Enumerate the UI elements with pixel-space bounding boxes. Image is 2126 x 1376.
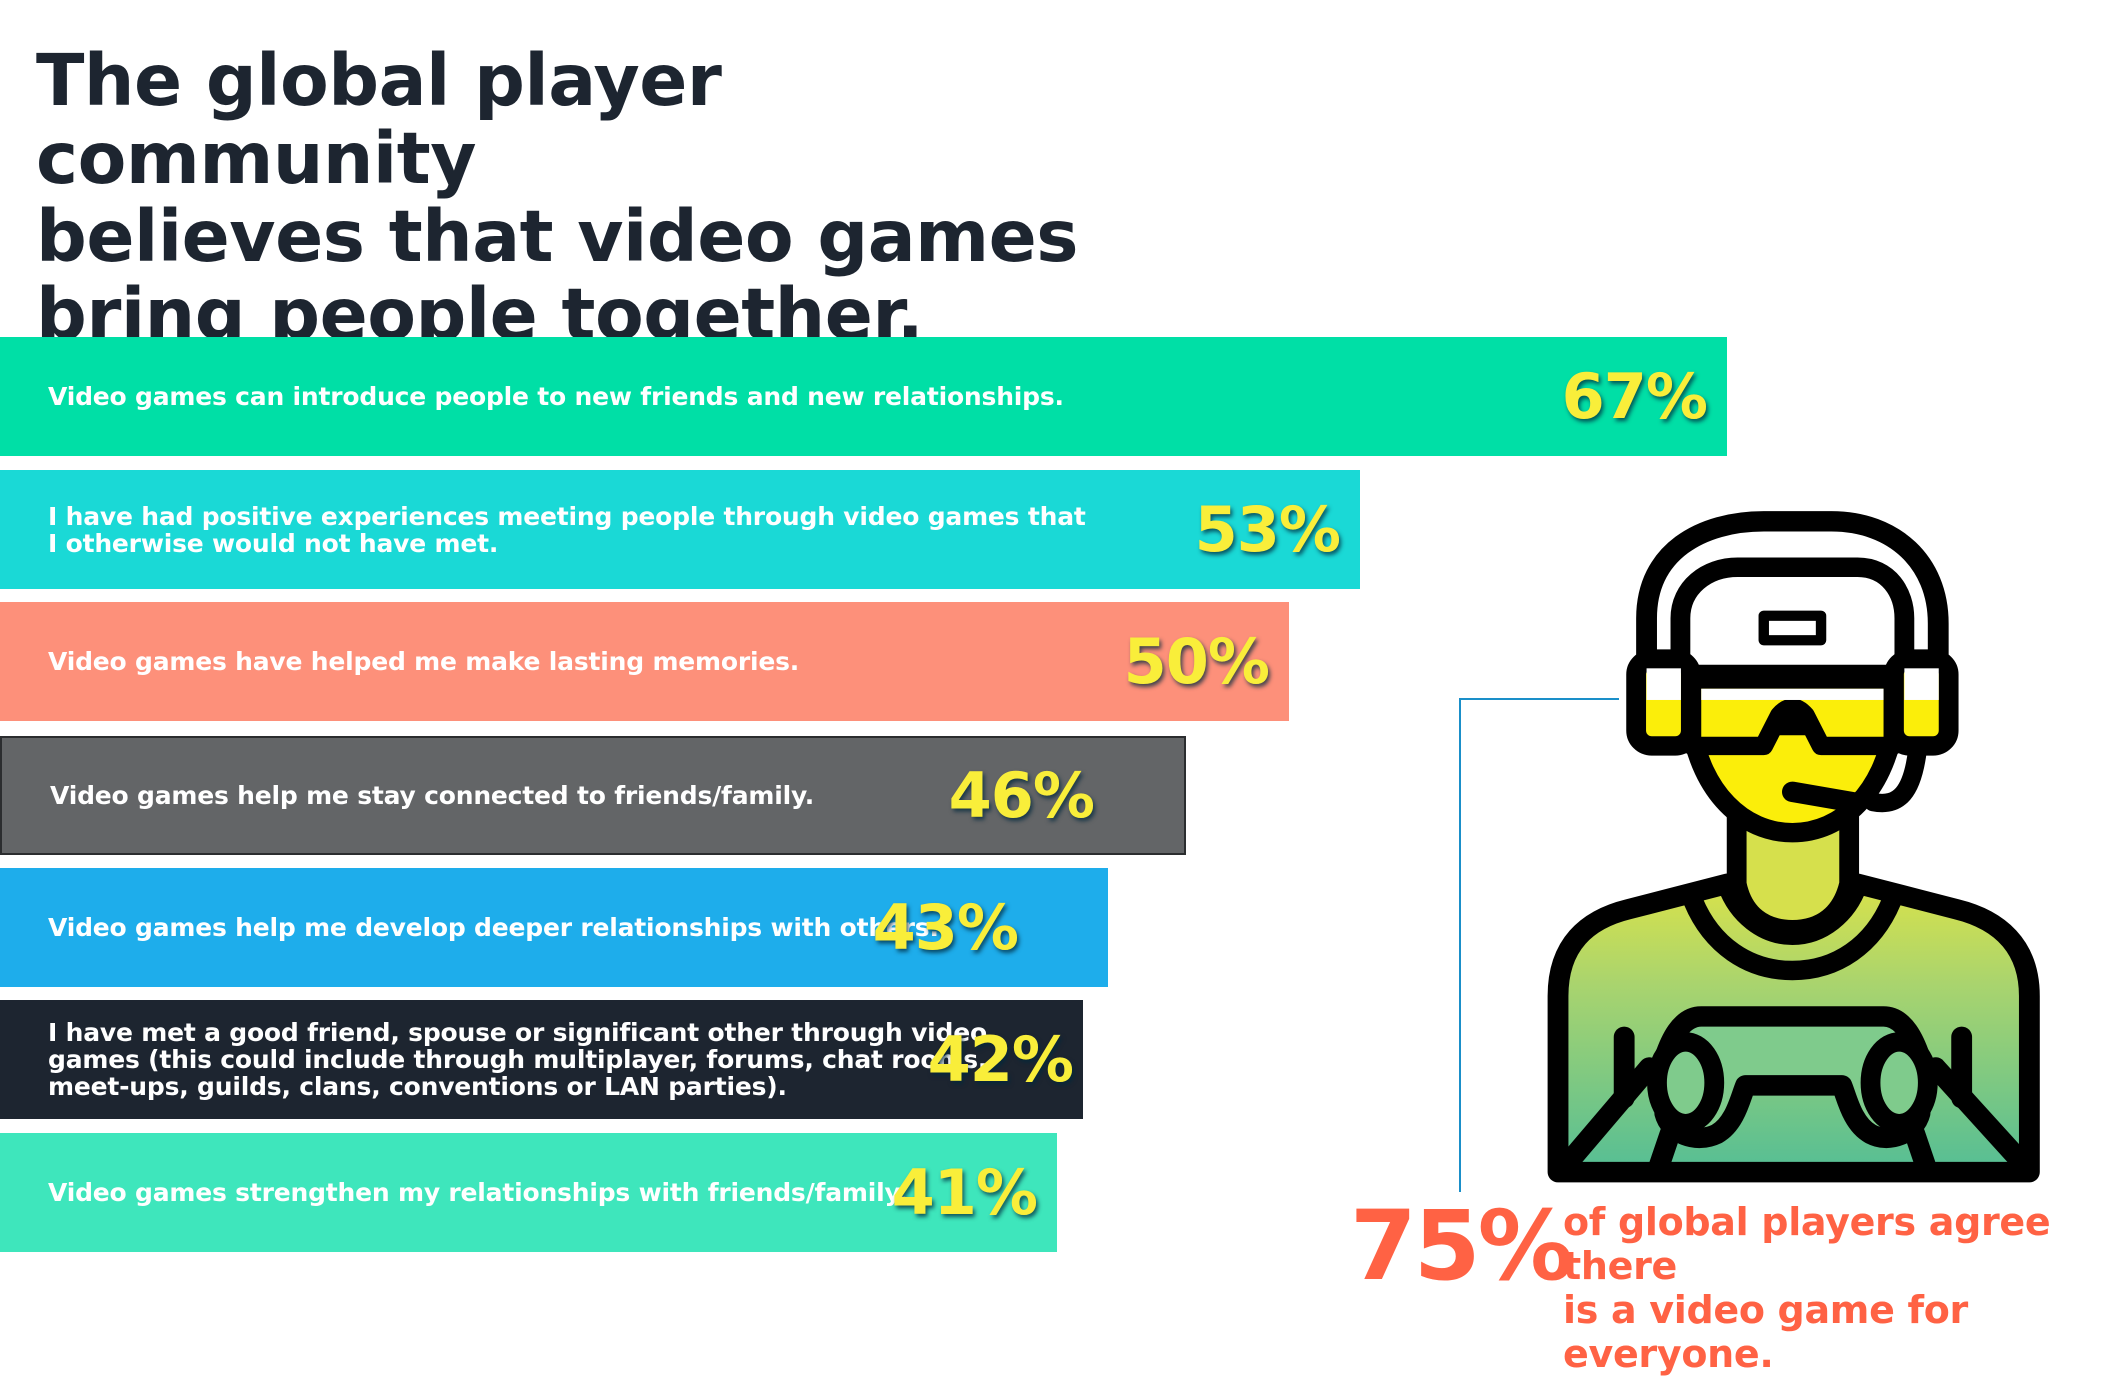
page-title: The global player community believes tha… — [36, 42, 1136, 354]
title-line: The global player community — [36, 39, 722, 200]
bar-label: I have met a good friend, spouse or sign… — [48, 1018, 988, 1101]
bar-label: Video games can introduce people to new … — [48, 382, 1064, 411]
bar-value-label: 53% — [1194, 493, 1341, 566]
bar: I have met a good friend, spouse or sign… — [0, 1000, 1083, 1119]
callout-text-line: of global players agree there — [1563, 1200, 2051, 1288]
gamer-with-headset-and-controller-icon — [1547, 511, 2040, 1183]
bar: Video games can introduce people to new … — [0, 337, 1727, 456]
bar-value-label: 43% — [872, 891, 1019, 964]
bar: Video games help me develop deeper relat… — [0, 868, 1108, 987]
bar: Video games strengthen my relationships … — [0, 1133, 1057, 1252]
callout-text-line: is a video game for everyone. — [1563, 1288, 1968, 1376]
bar-label: Video games help me stay connected to fr… — [50, 781, 815, 810]
callout-value: 75% — [1350, 1190, 1574, 1302]
callout-text: of global players agree there is a video… — [1563, 1200, 2126, 1376]
bar-value-label: 41% — [891, 1156, 1038, 1229]
bar: I have had positive experiences meeting … — [0, 470, 1360, 589]
bar-value-label: 67% — [1561, 360, 1708, 433]
bar-label: Video games help me develop deeper relat… — [48, 913, 939, 942]
callout-connector-vertical — [1459, 698, 1461, 1192]
bar: Video games help me stay connected to fr… — [0, 736, 1186, 855]
bar-value-label: 42% — [927, 1023, 1074, 1096]
bar-value-label: 50% — [1123, 625, 1270, 698]
bar-label: Video games have helped me make lasting … — [48, 647, 800, 676]
bar-label: I have had positive experiences meeting … — [48, 501, 1086, 558]
title-line: believes that video games — [36, 195, 1079, 278]
bar: Video games have helped me make lasting … — [0, 602, 1289, 721]
bar-value-label: 46% — [948, 759, 1095, 832]
callout-connector-horizontal — [1459, 698, 1619, 700]
bar-label: Video games strengthen my relationships … — [48, 1178, 908, 1207]
